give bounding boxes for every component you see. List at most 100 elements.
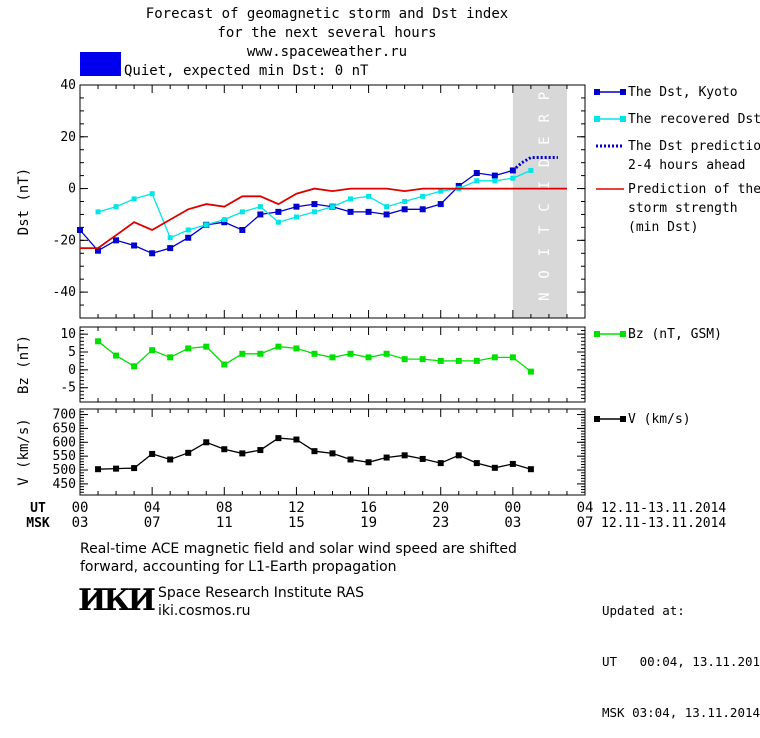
status-color-swatch xyxy=(80,52,121,76)
msk-tick-label: 23 xyxy=(432,515,449,531)
data-point xyxy=(167,245,174,252)
y-axis-label: V (km/s) xyxy=(16,418,32,485)
iki-logo: ИКИ xyxy=(78,583,156,618)
y-tick-label: 0 xyxy=(68,363,76,378)
y-tick-label: -40 xyxy=(53,285,76,300)
data-point xyxy=(221,219,228,226)
data-point xyxy=(527,368,534,375)
data-point xyxy=(509,354,516,361)
data-point xyxy=(491,464,498,471)
panel-1: P R E D I C T I O N 40 20 0 -20 -40 Dst (nT) The Dst, Ky… xyxy=(16,78,760,319)
chart-title-line-3: www.spaceweather.ru xyxy=(247,44,407,60)
prediction-letter: O xyxy=(537,270,553,278)
ut-axis-label: UT xyxy=(30,501,46,516)
ut-date-range: 12.11-13.11.2014 xyxy=(601,501,726,516)
y-axis-label: Bz (nT) xyxy=(16,335,32,394)
data-point xyxy=(113,465,120,472)
y-tick-label: 450 xyxy=(53,477,76,492)
data-point xyxy=(401,206,408,213)
data-point xyxy=(528,167,534,173)
data-point xyxy=(402,199,408,204)
data-point xyxy=(203,439,210,446)
prediction-letter: C xyxy=(537,203,553,211)
msk-date-range: 12.11-13.11.2014 xyxy=(601,516,726,531)
data-point xyxy=(383,211,390,218)
data-point xyxy=(492,178,498,184)
legend-label: Bz (nT, GSM) xyxy=(628,327,722,342)
data-point xyxy=(491,172,498,179)
data-point xyxy=(95,466,102,473)
prediction-letter: E xyxy=(537,136,553,144)
data-point xyxy=(455,452,462,459)
legend-marker xyxy=(620,331,626,337)
data-point xyxy=(311,350,318,357)
data-point xyxy=(365,208,372,215)
ut-tick-label: 08 xyxy=(216,500,233,516)
ut-tick-label: 20 xyxy=(432,500,449,516)
data-point xyxy=(401,356,408,363)
series-line xyxy=(511,156,558,172)
data-point xyxy=(527,466,534,473)
legend-label: The recovered Dst xyxy=(628,112,760,127)
data-point xyxy=(311,448,318,455)
data-point xyxy=(437,460,444,467)
data-point xyxy=(257,350,264,357)
updated-ut: UT 00:04, 13.11.2014 xyxy=(602,654,760,669)
data-point xyxy=(437,357,444,364)
data-point xyxy=(95,209,101,215)
data-point xyxy=(293,436,300,443)
legend-marker xyxy=(620,416,626,422)
legend-marker xyxy=(594,416,600,422)
y-tick-label: 10 xyxy=(60,327,76,342)
msk-tick-label: 07 xyxy=(577,515,594,531)
panel-2: 10 5 0 -5 Bz (nT) Bz (nT, GSM) xyxy=(16,326,722,403)
data-point xyxy=(239,350,246,357)
legend-marker xyxy=(594,89,600,95)
y-tick-label: 0 xyxy=(68,182,76,197)
data-point xyxy=(401,452,408,459)
data-point xyxy=(221,446,228,453)
data-point xyxy=(185,234,192,241)
legend-marker xyxy=(594,331,600,337)
y-tick-label: -20 xyxy=(53,233,76,248)
data-point xyxy=(167,456,174,463)
institute-site[interactable]: iki.cosmos.ru xyxy=(158,603,251,619)
data-point xyxy=(167,235,173,241)
data-point xyxy=(149,347,156,354)
data-point xyxy=(113,237,120,244)
legend-label: The Dst, Kyoto xyxy=(628,85,738,100)
msk-tick-label: 03 xyxy=(72,515,89,531)
data-point xyxy=(473,460,480,467)
data-point xyxy=(77,226,83,233)
prediction-letter: N xyxy=(537,292,553,300)
data-point xyxy=(383,350,390,357)
footer-note: Real-time ACE magnetic field and solar w… xyxy=(80,540,517,576)
updated-block: Updated at: UT 00:04, 13.11.2014 MSK 03:… xyxy=(602,568,760,738)
institute-block: Space Research Institute RAS iki.cosmos.… xyxy=(158,584,364,620)
data-point xyxy=(149,250,156,257)
msk-tick-label: 15 xyxy=(288,515,305,531)
ut-tick-label: 16 xyxy=(360,500,377,516)
y-tick-label: -5 xyxy=(60,381,76,396)
data-point xyxy=(311,201,318,208)
data-point xyxy=(257,447,264,454)
msk-tick-label: 03 xyxy=(504,515,521,531)
data-point xyxy=(384,204,390,210)
prediction-letter: D xyxy=(537,159,553,167)
data-point xyxy=(221,217,227,223)
data-point xyxy=(365,459,372,466)
data-point xyxy=(437,201,444,208)
prediction-letter: T xyxy=(537,225,553,234)
prediction-letter: R xyxy=(537,114,553,123)
data-point xyxy=(203,343,210,350)
data-point xyxy=(149,191,155,197)
data-point xyxy=(509,460,516,467)
data-point xyxy=(275,219,281,225)
data-point xyxy=(131,196,137,202)
data-point xyxy=(473,357,480,364)
data-point xyxy=(311,209,317,215)
data-point xyxy=(167,354,174,361)
data-point xyxy=(330,204,335,210)
ut-tick-label: 00 xyxy=(72,500,89,516)
